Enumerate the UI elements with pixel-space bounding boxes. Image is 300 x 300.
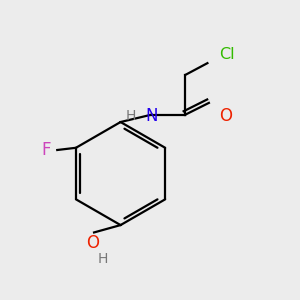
- Text: O: O: [86, 234, 99, 252]
- Text: Cl: Cl: [219, 47, 235, 62]
- Text: H: H: [125, 109, 136, 123]
- Text: F: F: [42, 141, 51, 159]
- Text: N: N: [145, 107, 158, 125]
- Text: O: O: [219, 107, 232, 125]
- Text: H: H: [98, 252, 108, 266]
